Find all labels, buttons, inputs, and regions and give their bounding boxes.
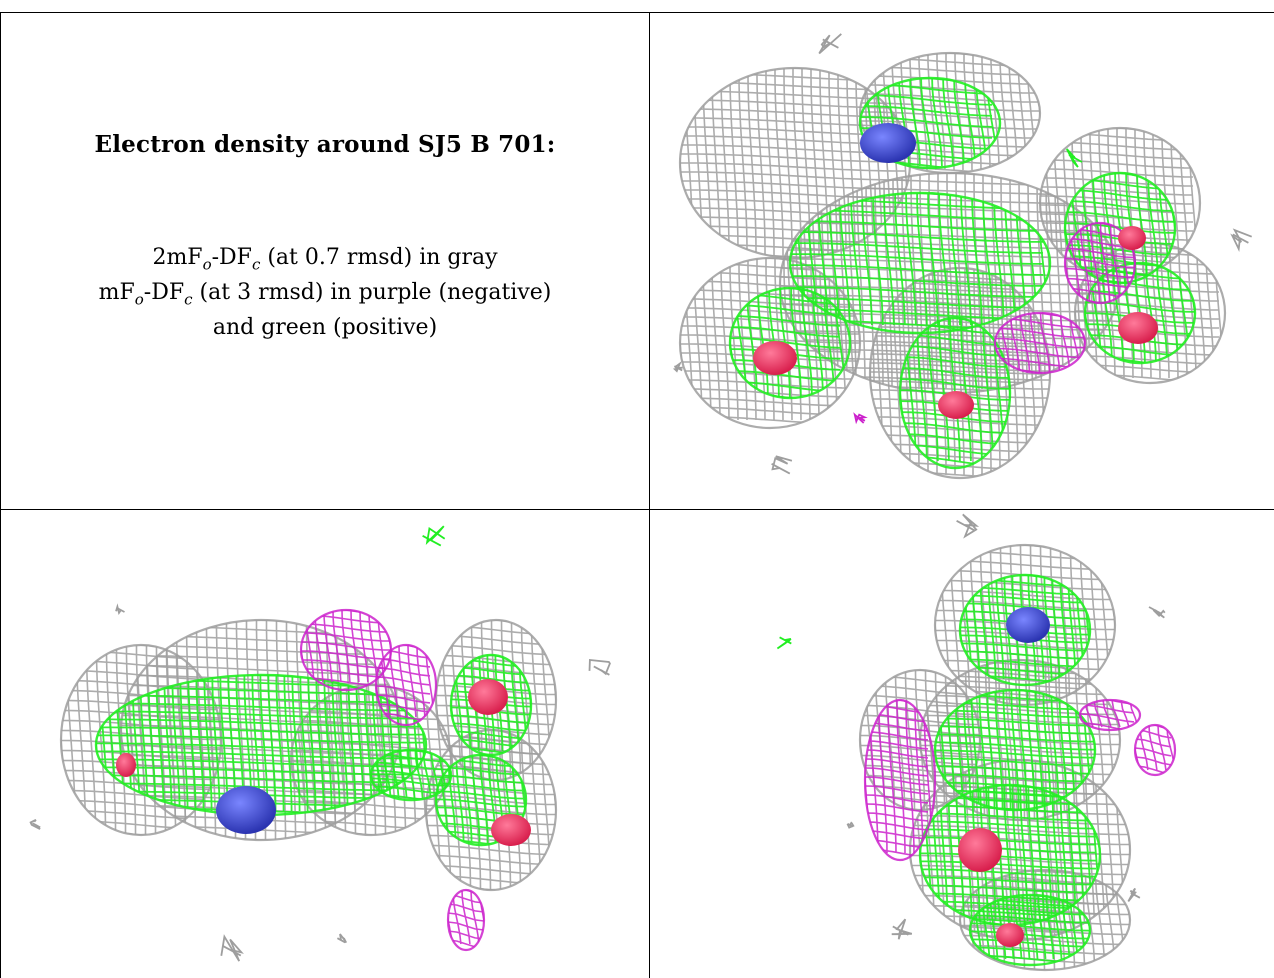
- stray-gray-fragment: [336, 933, 348, 944]
- legend-line-2fofc: 2mFo-DFc (at 0.7 rmsd) in gray: [152, 245, 498, 274]
- stray-gray-fragment: [1127, 887, 1141, 902]
- density-view-bottom-right: [776, 513, 1177, 972]
- stray-gray-fragment: [672, 360, 683, 373]
- purple-negative-mesh: [1133, 723, 1177, 777]
- oxygen-atom: [468, 679, 508, 715]
- table-border-middle-vertical: [649, 12, 650, 978]
- stray-gray-fragment: [220, 934, 244, 962]
- stray-gray-fragment: [771, 455, 793, 475]
- stray-gray-fragment: [846, 821, 855, 829]
- gray-2fofc-mesh: [1038, 126, 1202, 280]
- table-border-top: [0, 12, 1274, 13]
- oxygen-atom: [753, 341, 797, 375]
- stray-green-fragment: [1065, 148, 1083, 168]
- view-top-right: [650, 13, 1274, 509]
- legend-line-positive: and green (positive): [212, 315, 438, 340]
- table-border-left: [0, 12, 1, 978]
- stray-gray-fragment: [1148, 606, 1166, 619]
- caption-legend: 2mFo-DFc (at 0.7 rmsd) in gray mFo-DFc (…: [0, 240, 650, 345]
- stray-gray-fragment: [956, 513, 980, 539]
- nitrogen-atom: [860, 123, 916, 163]
- stray-gray-fragment: [588, 659, 611, 676]
- green-positive-mesh: [898, 316, 1012, 470]
- caption-cell: Electron density around SJ5 B 701: 2mFo-…: [0, 0, 650, 490]
- legend-line-fofc: mFo-DFc (at 3 rmsd) in purple (negative): [98, 280, 552, 309]
- view-bottom-left: [1, 510, 649, 978]
- density-view-top-right: [672, 33, 1253, 480]
- caption-title: Electron density around SJ5 B 701:: [94, 131, 556, 158]
- oxygen-atom: [116, 753, 136, 777]
- oxygen-atom: [1118, 312, 1158, 344]
- oxygen-atom: [958, 828, 1002, 872]
- stray-green-fragment: [776, 636, 792, 650]
- table-border-middle-horizontal: [0, 509, 1274, 510]
- nitrogen-atom: [1006, 607, 1050, 643]
- oxygen-atom: [1118, 226, 1146, 250]
- oxygen-atom: [938, 391, 974, 419]
- stray-gray-fragment: [1230, 228, 1253, 253]
- stray-purple-fragment: [853, 412, 868, 425]
- stray-green-fragment: [422, 525, 446, 547]
- oxygen-atom: [491, 814, 531, 846]
- density-view-bottom-left: [29, 525, 611, 962]
- stray-gray-fragment: [891, 918, 913, 940]
- stray-gray-fragment: [818, 33, 842, 55]
- oxygen-atom: [996, 923, 1024, 947]
- nitrogen-atom: [216, 786, 276, 834]
- view-bottom-right: [650, 510, 1274, 978]
- stray-gray-fragment: [29, 818, 41, 830]
- purple-negative-mesh: [446, 888, 486, 952]
- stray-gray-fragment: [115, 603, 125, 616]
- purple-negative-mesh: [1078, 698, 1142, 732]
